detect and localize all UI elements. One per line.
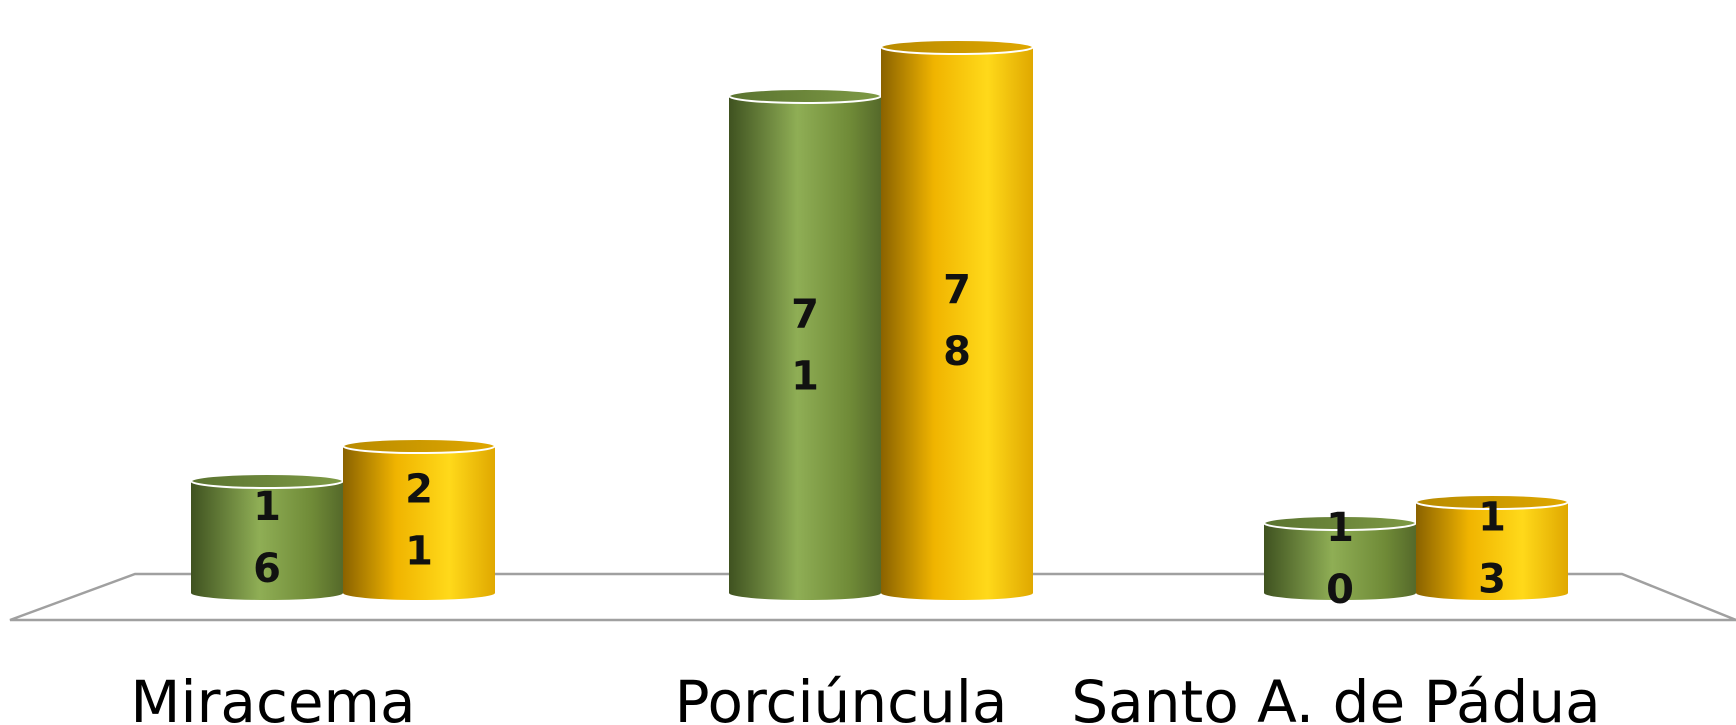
bar-1-0 — [728, 88, 882, 600]
bar-2-1 — [1415, 494, 1569, 600]
bar-0-1 — [342, 438, 496, 600]
bar-0-0 — [190, 473, 344, 600]
category-label-0: Miracema — [130, 668, 415, 725]
category-label-2: Santo A. de Pádua — [1071, 668, 1600, 725]
bar-1-1 — [880, 39, 1034, 600]
category-label-1: Porciúncula — [675, 668, 1008, 725]
bar-2-0 — [1263, 515, 1417, 600]
